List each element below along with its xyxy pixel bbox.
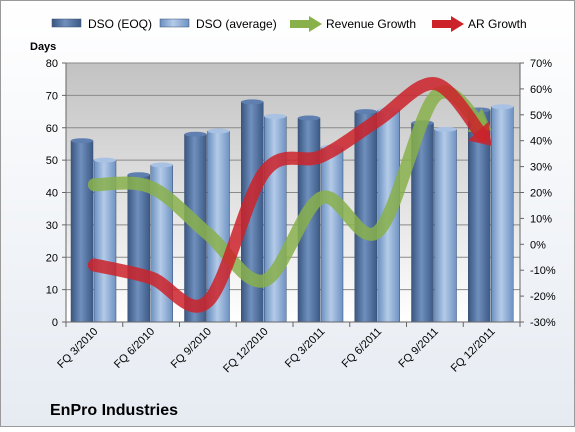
y2-tick-label: -30%	[530, 317, 556, 329]
y2-tick-label: 70%	[530, 58, 552, 70]
bar-cap	[184, 131, 207, 137]
bar	[264, 116, 287, 323]
y2-tick-label: 30%	[530, 162, 552, 174]
legend-label: AR Growth	[468, 17, 527, 31]
y-tick-label: 10	[46, 285, 58, 297]
y2-tick-label: -20%	[530, 291, 556, 303]
bar-cap	[150, 162, 173, 168]
y-tick-label: 50	[46, 155, 58, 167]
bar-cap	[127, 172, 150, 178]
y2-tick-label: 40%	[530, 136, 552, 148]
y2-tick-label: -10%	[530, 265, 556, 277]
legend-label: DSO (EOQ)	[88, 17, 152, 31]
y2-tick-label: 10%	[530, 213, 552, 225]
y-tick-label: 30	[46, 220, 58, 232]
bar	[70, 140, 94, 323]
bar	[491, 106, 514, 323]
y-tick-label: 0	[52, 317, 58, 329]
bar-cap	[94, 157, 116, 163]
bar-cap	[491, 104, 514, 110]
legend-swatch	[159, 18, 190, 28]
y2-tick-label: 60%	[530, 84, 552, 96]
y-tick-label: 20	[46, 252, 58, 264]
y-tick-label: 60	[46, 123, 58, 135]
bar	[434, 129, 457, 323]
line-arrowhead	[467, 121, 492, 146]
y2-tick-label: 0%	[530, 239, 546, 251]
legend-label: DSO (average)	[196, 17, 277, 31]
bar-cap	[264, 113, 287, 119]
legend: DSO (EOQ) DSO (average) Revenue Growth AR G…	[51, 16, 527, 32]
bar-cap	[71, 138, 93, 144]
y2-tick-label: 50%	[530, 110, 552, 122]
y-tick-label: 70	[46, 90, 58, 102]
series-line	[87, 85, 487, 288]
legend-swatch-arrow	[309, 16, 322, 32]
bar-cap	[354, 109, 377, 115]
bar	[320, 146, 344, 323]
bar-cap	[207, 128, 230, 134]
y2-tick-label: 20%	[530, 188, 552, 200]
bar-cap	[298, 115, 320, 121]
chart-title: EnPro Industries	[50, 402, 178, 419]
legend-label: Revenue Growth	[326, 17, 416, 31]
bar	[354, 111, 377, 323]
bar	[127, 174, 150, 323]
y-tick-label: 80	[46, 58, 58, 70]
bar-cap	[241, 99, 264, 105]
y-tick-label: 40	[46, 188, 58, 200]
bar-cap	[434, 126, 457, 132]
line-series	[87, 77, 492, 313]
legend-swatch	[51, 18, 82, 28]
y-axis-title: Days	[30, 41, 56, 53]
series-line	[87, 77, 489, 313]
legend-swatch-arrow	[451, 16, 464, 32]
